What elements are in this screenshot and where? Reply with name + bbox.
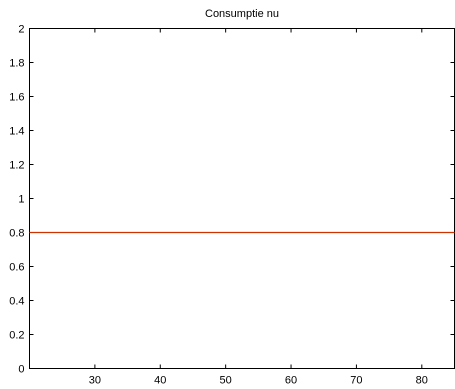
chart-title: Consumptie nu — [205, 8, 279, 20]
y-axis: 0 0.2 0.4 0.6 0.8 1 1.2 1.4 1.6 1.8 2 — [9, 24, 455, 376]
y-tick-label: 0.8 — [9, 228, 24, 240]
y-tick-label: 1 — [18, 194, 24, 206]
y-tick-label: 0 — [18, 364, 24, 376]
y-tick-label: 0.2 — [9, 330, 24, 342]
x-axis: 30 40 50 60 70 80 — [89, 28, 428, 387]
y-tick-label: 1.4 — [9, 126, 24, 138]
y-tick-label: 0.4 — [9, 296, 24, 308]
x-tick-label: 40 — [154, 375, 166, 387]
y-tick-label: 1.8 — [9, 58, 24, 70]
x-tick-label: 50 — [220, 375, 232, 387]
x-tick-label: 70 — [350, 375, 362, 387]
x-tick-label: 80 — [416, 375, 428, 387]
plot-frame — [29, 28, 455, 369]
y-tick-label: 1.2 — [9, 160, 24, 172]
y-tick-label: 2 — [18, 24, 24, 36]
x-tick-label: 60 — [285, 375, 297, 387]
y-tick-label: 0.6 — [9, 262, 24, 274]
y-tick-label: 1.6 — [9, 92, 24, 104]
x-tick-label: 30 — [89, 375, 101, 387]
